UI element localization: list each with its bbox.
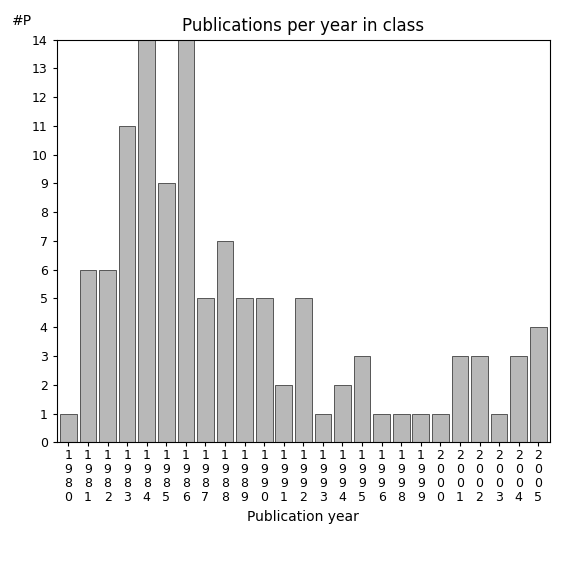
Bar [158,184,175,442]
Bar [354,356,370,442]
Bar [236,298,253,442]
Bar [432,413,448,442]
Bar [177,40,194,442]
Title: Publications per year in class: Publications per year in class [182,18,425,35]
X-axis label: Publication year: Publication year [247,510,359,524]
Bar [412,413,429,442]
Bar [452,356,468,442]
Bar [217,241,234,442]
Bar [491,413,507,442]
Bar [80,270,96,442]
Bar [393,413,409,442]
Bar [60,413,77,442]
Bar [471,356,488,442]
Bar [530,327,547,442]
Bar [256,298,273,442]
Bar [119,126,136,442]
Y-axis label: #P: #P [12,14,32,28]
Bar [276,385,292,442]
Bar [197,298,214,442]
Bar [138,40,155,442]
Bar [334,385,351,442]
Bar [99,270,116,442]
Bar [315,413,331,442]
Bar [295,298,312,442]
Bar [373,413,390,442]
Bar [510,356,527,442]
